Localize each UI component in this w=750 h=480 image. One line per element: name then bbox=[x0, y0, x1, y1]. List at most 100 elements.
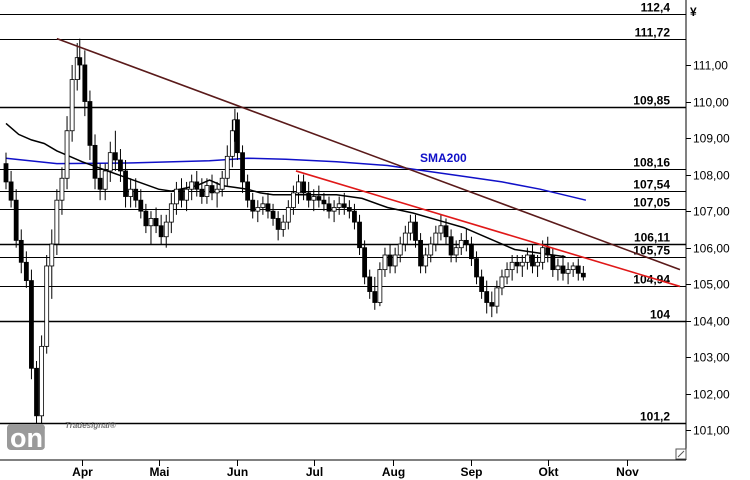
x-tick-label-5: Sep bbox=[460, 465, 482, 479]
candle-72 bbox=[362, 240, 368, 285]
candle-body-47 bbox=[235, 119, 240, 154]
candle-13 bbox=[69, 64, 75, 142]
candle-64 bbox=[321, 192, 327, 212]
candle-33 bbox=[168, 192, 174, 234]
candle-body-37 bbox=[189, 181, 195, 190]
candle-body-18 bbox=[92, 144, 98, 179]
candle-body-88 bbox=[443, 225, 449, 238]
candle-52 bbox=[260, 196, 266, 215]
candle-body-74 bbox=[372, 291, 378, 303]
candle-body-29 bbox=[148, 218, 154, 227]
candle-body-45 bbox=[229, 130, 235, 157]
candle-49 bbox=[245, 174, 251, 208]
y-tick-label-8: 109,00 bbox=[693, 132, 730, 146]
candle-body-30 bbox=[153, 218, 159, 227]
candle-44 bbox=[224, 145, 230, 186]
candle-34 bbox=[174, 181, 179, 215]
candle-body-72 bbox=[362, 247, 368, 278]
level-label-1: 111,72 bbox=[635, 26, 671, 40]
candle-94 bbox=[474, 251, 479, 285]
candle-74 bbox=[372, 276, 378, 310]
level-label-2: 109,85 bbox=[633, 94, 670, 108]
candle-body-94 bbox=[474, 258, 479, 278]
y-tick-label-4: 105,00 bbox=[693, 278, 730, 292]
candle-body-110 bbox=[555, 265, 561, 271]
candle-body-53 bbox=[265, 203, 271, 212]
y-tick-label-10: 111,00 bbox=[693, 59, 728, 73]
candle-body-6 bbox=[34, 367, 39, 417]
candle-body-56 bbox=[280, 221, 286, 230]
y-tick-label-2: 103,00 bbox=[693, 351, 730, 365]
candle-36 bbox=[184, 181, 189, 212]
candle-body-93 bbox=[469, 243, 474, 260]
candle-body-13 bbox=[69, 79, 75, 132]
candle-body-105 bbox=[530, 254, 535, 267]
series-line-0 bbox=[5, 157, 587, 201]
candle-51 bbox=[255, 200, 261, 223]
candle-7 bbox=[39, 335, 45, 424]
candle-65 bbox=[326, 196, 332, 219]
logo-main-text: onLine bbox=[10, 423, 99, 453]
candle-body-52 bbox=[260, 203, 266, 208]
candle-73 bbox=[367, 269, 373, 299]
logo-box bbox=[7, 424, 45, 450]
candle-body-68 bbox=[341, 203, 347, 208]
candle-8 bbox=[44, 255, 50, 354]
candle-body-106 bbox=[535, 261, 540, 267]
candle-31 bbox=[158, 214, 164, 245]
candle-95 bbox=[479, 269, 485, 299]
candle-body-2 bbox=[13, 199, 19, 241]
candle-61 bbox=[306, 181, 312, 208]
level-label-0: 112,4 bbox=[641, 1, 671, 15]
level-label-7: 105,75 bbox=[633, 244, 670, 258]
candle-101 bbox=[509, 255, 515, 281]
candle-body-114 bbox=[575, 265, 581, 274]
candle-body-31 bbox=[158, 225, 164, 238]
candle-body-5 bbox=[29, 280, 34, 369]
candle-18 bbox=[92, 134, 98, 190]
candle-body-36 bbox=[184, 188, 189, 201]
candle-40 bbox=[204, 178, 210, 204]
level-label-10: 101,2 bbox=[640, 410, 670, 424]
candle-body-34 bbox=[174, 188, 179, 205]
candle-body-12 bbox=[64, 130, 70, 179]
candle-body-90 bbox=[453, 247, 459, 256]
candle-body-115 bbox=[580, 272, 586, 278]
candle-body-50 bbox=[250, 199, 256, 212]
candle-53 bbox=[265, 192, 271, 219]
candle-body-97 bbox=[489, 302, 495, 307]
candle-17 bbox=[87, 90, 93, 160]
candle-86 bbox=[433, 225, 439, 252]
candle-body-100 bbox=[504, 269, 510, 278]
candle-body-57 bbox=[285, 207, 291, 223]
candle-body-58 bbox=[291, 192, 296, 208]
resize-grip[interactable] bbox=[675, 448, 687, 460]
candle-body-0 bbox=[3, 163, 9, 183]
candle-87 bbox=[438, 214, 444, 241]
candle-body-15 bbox=[77, 57, 83, 66]
candle-body-49 bbox=[245, 181, 251, 201]
candle-106 bbox=[535, 255, 540, 277]
candle-43 bbox=[219, 170, 225, 197]
candle-body-65 bbox=[326, 203, 332, 212]
candle-69 bbox=[346, 200, 352, 219]
candle-85 bbox=[428, 236, 434, 263]
trendlines bbox=[56, 37, 681, 288]
candle-body-7 bbox=[39, 345, 45, 417]
candle-104 bbox=[524, 247, 530, 270]
candle-58 bbox=[291, 185, 296, 215]
candle-body-87 bbox=[438, 225, 444, 234]
candle-27 bbox=[138, 189, 144, 219]
candle-1 bbox=[8, 170, 14, 208]
candle-2 bbox=[13, 189, 19, 248]
currency-label: ¥ bbox=[690, 5, 697, 19]
candle-body-26 bbox=[133, 188, 139, 201]
candle-113 bbox=[570, 262, 576, 277]
candle-54 bbox=[270, 203, 276, 226]
candle-body-101 bbox=[509, 261, 515, 271]
candle-body-48 bbox=[240, 152, 245, 183]
candle-9 bbox=[49, 229, 55, 299]
candle-body-83 bbox=[418, 239, 423, 267]
candle-body-63 bbox=[316, 196, 322, 201]
